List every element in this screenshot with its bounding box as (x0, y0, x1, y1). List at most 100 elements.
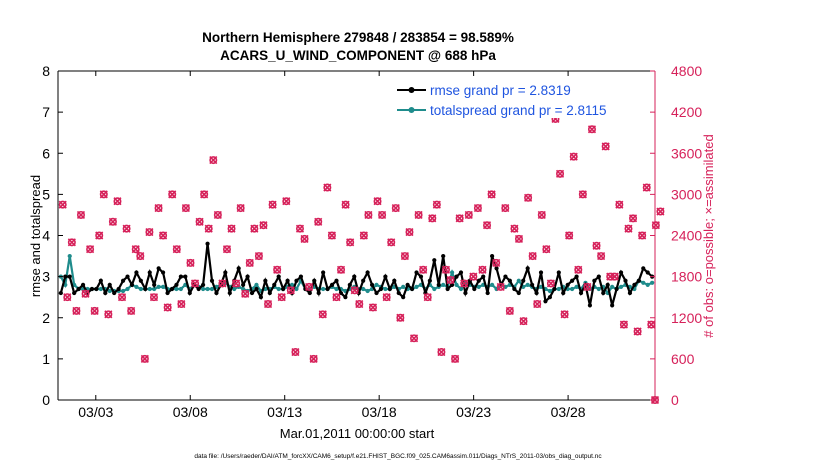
obs-assimilated-marker (250, 224, 259, 233)
rmse-point (125, 274, 130, 279)
obs-possible-marker (606, 272, 615, 281)
rmse-point (587, 303, 593, 308)
x-tick-label-4: 03/23 (456, 404, 491, 420)
rmse-point (592, 278, 597, 283)
y-tick-label-right-4: 2400 (671, 228, 702, 244)
obs-possible-marker (273, 265, 282, 274)
rmse-point (427, 278, 432, 283)
totalspread-point (138, 286, 143, 292)
rmse-point (387, 286, 392, 292)
rmse-point (445, 286, 450, 292)
rmse-point (401, 295, 406, 300)
obs-assimilated-marker (309, 354, 318, 363)
obs-assimilated-marker (76, 210, 86, 220)
rmse-point (334, 278, 339, 283)
obs-assimilated-marker (63, 293, 72, 302)
totalspread-point (374, 282, 379, 287)
rmse-point (530, 282, 535, 287)
totalspread-point (432, 286, 437, 292)
rmse-point (556, 270, 561, 275)
obs-assimilated-marker (286, 286, 295, 295)
totalspread-point (618, 284, 624, 290)
obs-possible-marker (601, 142, 610, 151)
obs-possible-marker (295, 224, 304, 233)
chart-title-line2: ACARS_U_WIND_COMPONENT @ 688 hPa (220, 48, 496, 63)
right-ticks: 0 600 1200 1800 2400 3000 3600 4200 4800 (650, 63, 702, 408)
obs-assimilated-marker (154, 204, 163, 213)
y-tick-label-left-4: 4 (42, 228, 50, 244)
totalspread-point (516, 278, 521, 283)
obs-assimilated-marker (186, 258, 195, 267)
obs-possible-marker (181, 204, 190, 213)
obs-possible-marker (341, 200, 350, 209)
obs-possible-marker (195, 217, 204, 226)
obs-possible-marker (136, 252, 145, 261)
obs-assimilated-marker (72, 306, 81, 315)
rmse-point (298, 274, 304, 279)
obs-possible-marker (378, 210, 387, 219)
obs-possible-marker (99, 190, 108, 199)
obs-assimilated-marker (227, 224, 236, 233)
obs-assimilated-marker (136, 251, 145, 261)
rmse-point (143, 286, 148, 292)
obs-assimilated-marker (638, 231, 647, 240)
obs-assimilated-marker (350, 286, 359, 295)
obs-possible-marker (355, 300, 364, 309)
obs-possible-marker (519, 317, 528, 326)
rmse-point (134, 270, 139, 275)
totalspread-point (174, 286, 179, 292)
chart-title-line1: Northern Hemisphere 279848 / 283854 = 98… (202, 30, 514, 45)
y-tick-label-left-6: 6 (42, 145, 50, 161)
obs-possible-marker (140, 354, 149, 363)
rmse-point (94, 286, 99, 292)
rmse-point (285, 278, 290, 283)
rmse-point (316, 290, 321, 296)
obs-possible-marker (186, 258, 195, 267)
obs-assimilated-marker (528, 251, 537, 261)
rmse-point (63, 274, 68, 279)
totalspread-point (160, 284, 166, 290)
obs-possible-marker (642, 183, 651, 192)
obs-possible-marker (464, 210, 473, 219)
rmse-point (601, 290, 606, 296)
totalspread-point (641, 280, 646, 285)
totalspread-point (289, 282, 295, 287)
obs-assimilated-marker (181, 204, 190, 213)
obs-assimilated-marker (505, 306, 514, 315)
obs-assimilated-marker (108, 217, 117, 226)
y-tick-label-right-1: 600 (671, 351, 695, 367)
y-tick-label-left-7: 7 (42, 104, 50, 120)
legend-spread-marker (408, 107, 415, 113)
obs-possible-marker (410, 334, 419, 343)
obs-assimilated-marker (327, 231, 336, 240)
totalspread-point (476, 284, 481, 290)
obs-assimilated-marker (323, 183, 332, 192)
rmse-point (272, 282, 277, 287)
rmse-point (454, 274, 459, 279)
obs-possible-marker (483, 221, 492, 230)
totalspread-point (490, 282, 495, 287)
obs-assimilated-marker (469, 272, 478, 281)
obs-possible-marker (200, 190, 209, 199)
totalspread-point (454, 282, 459, 287)
obs-assimilated-marker (209, 156, 218, 165)
obs-assimilated-marker (501, 204, 510, 213)
totalspread-point (134, 284, 139, 290)
rmse-point (512, 286, 517, 292)
rmse-point (58, 290, 63, 296)
obs-assimilated-marker (364, 210, 373, 220)
rmse-point (249, 290, 255, 296)
obs-assimilated-marker (437, 347, 446, 357)
rmse-point (258, 295, 264, 300)
obs-assimilated-marker (314, 217, 323, 226)
obs-possible-marker (428, 214, 437, 223)
rmse-point (156, 266, 161, 271)
rmse-point (174, 282, 179, 287)
obs-possible-marker (537, 210, 546, 219)
obs-possible-marker (569, 152, 578, 161)
left-ticks: 0 1 2 3 4 5 6 7 8 (42, 63, 63, 408)
y-tick-label-left-0: 0 (42, 392, 50, 408)
rmse-point (160, 270, 166, 275)
obs-assimilated-marker (592, 241, 601, 250)
rmse-point (209, 278, 215, 283)
